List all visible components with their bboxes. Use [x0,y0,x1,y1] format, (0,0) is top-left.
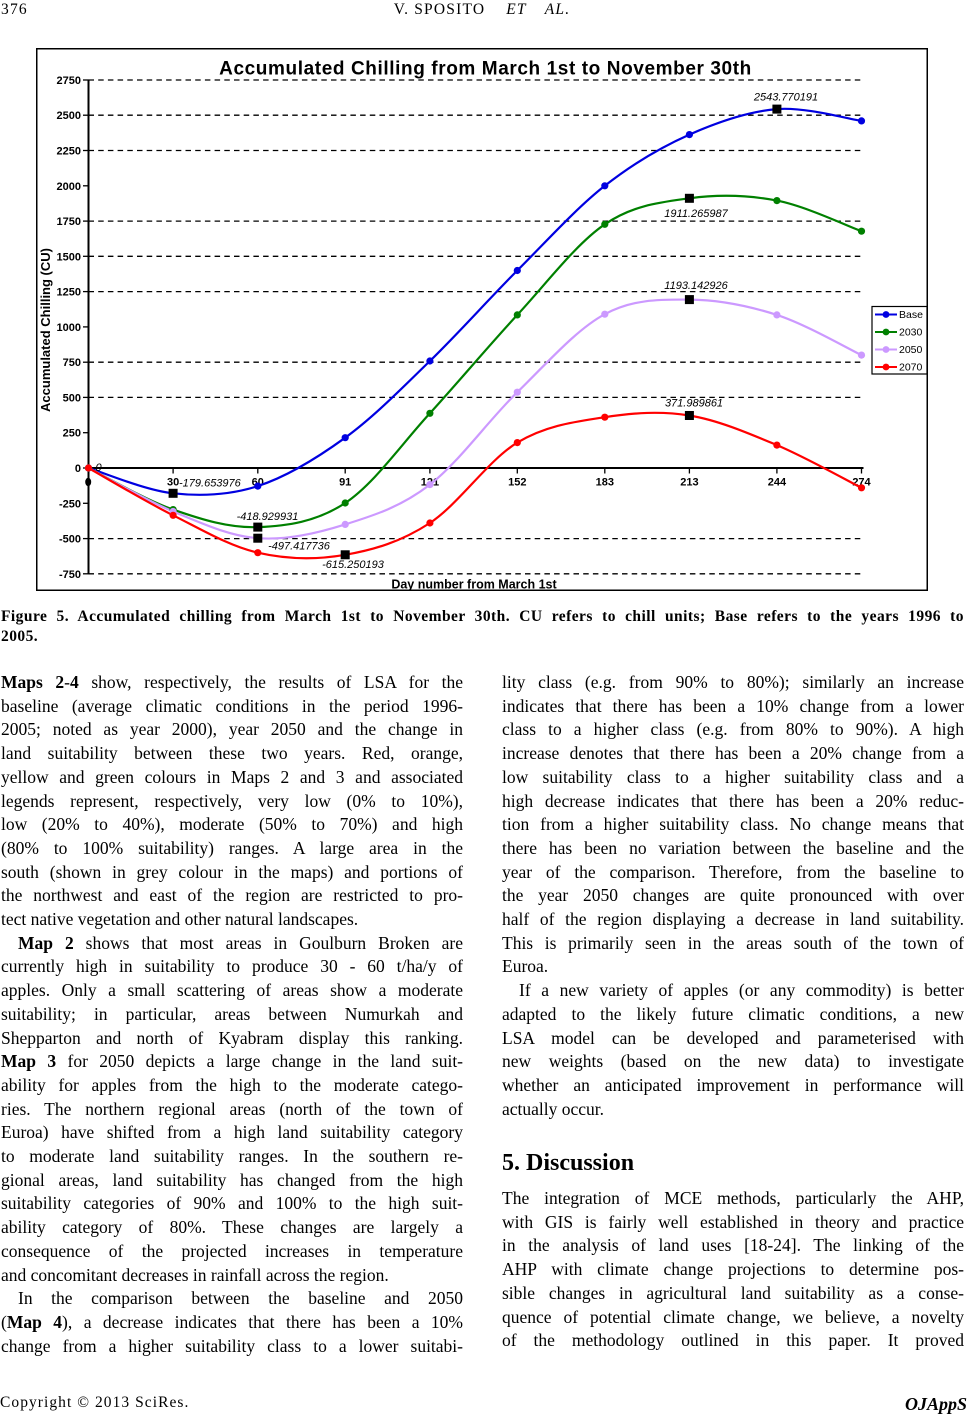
svg-text:1000: 1000 [57,322,81,334]
svg-text:1500: 1500 [57,251,81,263]
svg-text:2030: 2030 [899,327,923,339]
svg-text:30: 30 [167,477,179,489]
svg-text:2070: 2070 [899,362,923,374]
svg-text:1911.265987: 1911.265987 [664,208,728,220]
svg-text:-750: -750 [59,569,81,581]
svg-text:371.989861: 371.989861 [665,398,723,410]
svg-text:183: 183 [596,477,614,489]
svg-text:-497.417736: -497.417736 [268,541,331,553]
svg-text:-250: -250 [59,498,81,510]
svg-text:750: 750 [63,357,81,369]
svg-text:Day number from March 1st: Day number from March 1st [391,578,557,592]
svg-text:91: 91 [339,477,351,489]
svg-text:1193.142926: 1193.142926 [664,280,728,292]
svg-text:152: 152 [508,477,526,489]
svg-text:250: 250 [63,428,81,440]
svg-text:Accumulated Chilling from Marc: Accumulated Chilling from March 1st to N… [219,59,752,80]
svg-text:-615.250193: -615.250193 [322,559,385,571]
svg-text:2050: 2050 [899,344,923,356]
svg-text:-418.929931: -418.929931 [237,511,299,523]
svg-text:Accumulated Chilling (CU): Accumulated Chilling (CU) [38,248,53,412]
svg-text:2543.770191: 2543.770191 [753,92,818,104]
svg-text:1750: 1750 [57,216,81,228]
svg-text:0: 0 [75,463,81,475]
svg-text:213: 213 [680,477,698,489]
svg-text:0: 0 [96,462,103,474]
svg-text:2750: 2750 [57,75,81,87]
svg-text:244: 244 [768,477,787,489]
svg-text:2500: 2500 [57,110,81,122]
svg-text:-500: -500 [59,534,81,546]
svg-text:500: 500 [63,392,81,404]
svg-text:2000: 2000 [57,181,81,193]
svg-text:-179.653976: -179.653976 [179,478,242,490]
svg-text:2250: 2250 [57,146,81,158]
svg-text:1250: 1250 [57,287,81,299]
svg-text:Base: Base [899,309,923,321]
